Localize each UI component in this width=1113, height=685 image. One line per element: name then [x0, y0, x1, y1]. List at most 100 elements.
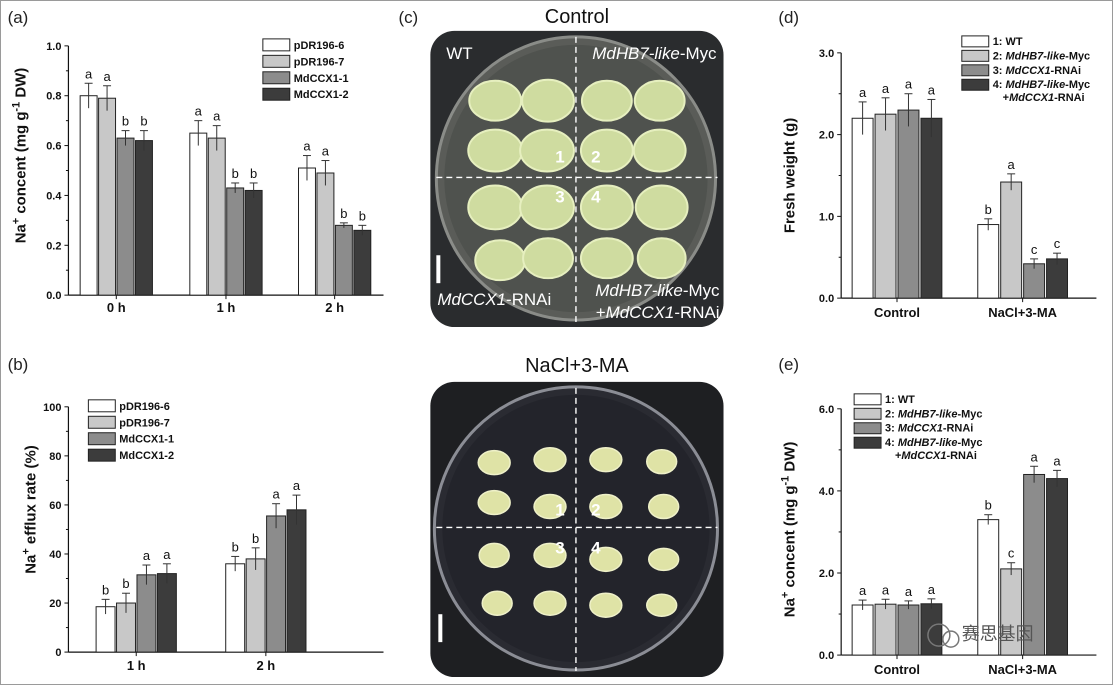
legend-swatch	[961, 64, 990, 77]
significance-letter: b	[102, 582, 109, 597]
bar	[298, 167, 316, 296]
legend-label-line2: +MdCCX1-RNAi	[1003, 92, 1085, 104]
significance-letter: a	[1008, 157, 1016, 172]
y-tick-label: 6.0	[819, 404, 834, 416]
significance-letter: c	[1031, 242, 1038, 257]
legend-label: pDR196-7	[119, 417, 170, 429]
bar	[1023, 263, 1046, 299]
ylabel-e: Na+ concent (mg g-1 DW)	[779, 442, 798, 618]
significance-letter: a	[272, 487, 280, 502]
significance-letter: b	[252, 531, 259, 546]
significance-letter: a	[103, 69, 111, 84]
legend-swatch	[262, 71, 291, 85]
legend-swatch	[853, 407, 882, 420]
bar	[79, 95, 98, 296]
x-category-label: 0 h	[107, 300, 126, 315]
bar	[851, 604, 874, 656]
bar	[98, 97, 117, 296]
significance-letter: a	[928, 582, 936, 597]
y-tick-label: 1.0	[819, 211, 834, 223]
y-tick-label: 0.6	[46, 141, 61, 153]
legend-label: MdCCX1-1	[119, 434, 174, 446]
significance-letter: a	[213, 109, 221, 124]
plate-control: WT MdHB7-like-Myc MdCCX1-RNAi MdHB7-like…	[430, 30, 724, 328]
legend-swatch	[87, 448, 116, 462]
bar	[116, 137, 135, 296]
y-tick-label: 20	[49, 598, 61, 610]
significance-letter: a	[905, 77, 913, 92]
significance-letter: b	[985, 202, 992, 217]
y-tick-label: 0.8	[46, 91, 61, 103]
bar	[874, 113, 897, 299]
legend-label: 4: MdHB7-like-Myc	[885, 437, 982, 449]
significance-letter: b	[250, 166, 257, 181]
y-tick-label: 0.0	[819, 650, 834, 662]
plate2-num-3: 3	[555, 538, 564, 557]
watermark-text: 赛思基因	[962, 624, 1034, 645]
y-tick-label: 1.0	[46, 41, 61, 53]
plate2-num-2: 2	[591, 500, 600, 519]
watermark: 赛思基因	[927, 623, 1034, 648]
legend-label: 1: WT	[993, 36, 1023, 48]
x-category-label: 1 h	[217, 300, 236, 315]
legend-swatch	[262, 38, 291, 52]
legend-label: MdCCX1-2	[119, 450, 174, 462]
legend-swatch	[87, 432, 116, 446]
legend-label: 3: MdCCX1-RNAi	[993, 65, 1081, 77]
legend-a: pDR196-6 pDR196-7 MdCCX1-1 MdCCX1-2	[262, 38, 349, 101]
significance-letter: b	[340, 206, 347, 221]
bar	[156, 573, 177, 653]
bar	[353, 229, 372, 296]
x-category-label: NaCl+3-MA	[988, 662, 1057, 677]
legend-b: pDR196-6 pDR196-7 MdCCX1-1 MdCCX1-2	[87, 399, 174, 462]
significance-letter: b	[140, 114, 147, 129]
y-tick-label: 0.4	[46, 190, 62, 202]
significance-letter: a	[928, 82, 936, 97]
plate-title-nacl: NaCl+3-MA	[525, 355, 629, 377]
plate2-num-4: 4	[591, 538, 601, 557]
legend-swatch	[961, 78, 990, 91]
y-tick-label: 2.0	[819, 568, 834, 580]
significance-letter: c	[1054, 236, 1061, 251]
y-tick-label: 3.0	[819, 48, 834, 60]
legend-d: 1: WT 2: MdHB7-like-Myc 3: MdCCX1-RNAi 4: M…	[961, 35, 1090, 104]
plate-num-4: 4	[591, 187, 601, 206]
legend-label: MdCCX1-2	[294, 89, 349, 101]
bar	[851, 117, 874, 299]
y-tick-label: 100	[43, 402, 61, 414]
y-tick-label: 4.0	[819, 486, 834, 498]
significance-letter: a	[882, 582, 890, 597]
bar	[136, 574, 157, 653]
chart-a: 0.00.20.40.60.81.00 ha ab b1 ha ab b2 ha ab b	[46, 41, 384, 315]
bar	[189, 132, 208, 296]
plate-num-2: 2	[591, 148, 600, 167]
x-category-label: 2 h	[256, 658, 275, 673]
callus-group-nacl	[477, 446, 680, 618]
panel-label-c: (c)	[398, 8, 418, 27]
significance-letter: a	[85, 66, 93, 81]
bar	[225, 563, 246, 653]
significance-letter: a	[322, 144, 330, 159]
plate-title-control: Control	[545, 6, 609, 28]
bar	[1046, 478, 1069, 656]
significance-letter: a	[195, 104, 203, 119]
bar	[1000, 181, 1023, 299]
significance-letter: a	[143, 548, 151, 563]
significance-letter: a	[859, 583, 867, 598]
x-category-label: 1 h	[127, 658, 146, 673]
significance-letter: a	[293, 478, 301, 493]
plate-num-1: 1	[555, 148, 564, 167]
legend-swatch	[262, 54, 291, 68]
legend-label: MdCCX1-1	[294, 73, 349, 85]
significance-letter: a	[1053, 453, 1061, 468]
ylabel-b: Na+ efflux rate (%)	[21, 445, 40, 573]
legend-swatch	[853, 393, 882, 406]
significance-letter: b	[232, 166, 239, 181]
bar	[266, 515, 287, 653]
bar	[226, 187, 245, 296]
bar	[897, 109, 920, 299]
bar	[207, 137, 226, 296]
plate-nacl: 1 2 3 4	[430, 381, 724, 678]
